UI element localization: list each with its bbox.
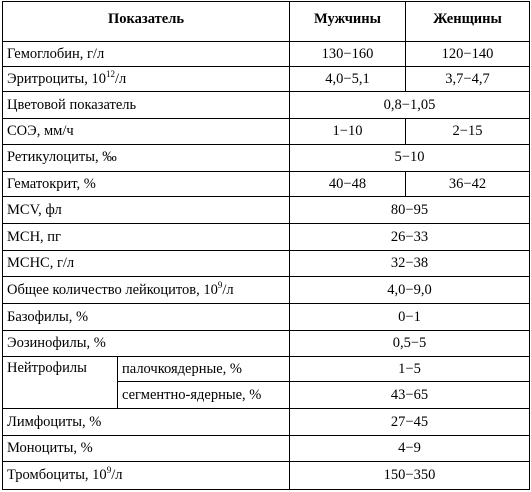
value-basophils: 0−1 bbox=[289, 302, 531, 331]
table-row-mch: MCH, пг 26−33 bbox=[1, 223, 531, 252]
label-mch: MCH, пг bbox=[1, 223, 291, 252]
value-hemoglobin-women: 120−140 bbox=[405, 41, 531, 68]
table-row-neutrophils-segmented: сегментно-ядерные, % 43−65 bbox=[3, 381, 531, 410]
table-row-monocytes: Моноциты, % 4−9 bbox=[1, 435, 531, 462]
label-reticulocytes: Ретикулоциты, ‰ bbox=[1, 143, 291, 172]
value-mch: 26−33 bbox=[289, 223, 531, 252]
value-eosinophils: 0,5−5 bbox=[289, 329, 531, 357]
label-platelets: Тромбоциты, 109/л bbox=[1, 461, 291, 490]
value-reticulocytes: 5−10 bbox=[289, 143, 531, 172]
label-color-index: Цветовой показатель bbox=[1, 90, 291, 119]
table-row-reticulocytes: Ретикулоциты, ‰ 5−10 bbox=[1, 143, 531, 172]
table-row-color-index: Цветовой показатель 0,8−1,05 bbox=[1, 90, 531, 119]
value-lymphocytes: 27−45 bbox=[289, 408, 531, 437]
value-monocytes: 4−9 bbox=[289, 435, 531, 462]
label-leukocytes-unit: /л bbox=[222, 281, 234, 298]
value-hematocrit-men: 40−48 bbox=[289, 170, 407, 198]
header-indicator: Показатель bbox=[1, 0, 291, 43]
label-erythrocytes: Эритроциты, 1012/л bbox=[1, 66, 291, 92]
label-hematocrit: Гематокрит, % bbox=[1, 170, 291, 198]
label-basophils: Базофилы, % bbox=[1, 302, 291, 331]
table-row-mchc: MCHC, г/л 32−38 bbox=[1, 250, 531, 277]
label-mcv: MCV, фл bbox=[1, 196, 291, 225]
label-monocytes: Моноциты, % bbox=[1, 435, 291, 462]
label-esr: СОЭ, мм/ч bbox=[1, 117, 291, 145]
value-color-index: 0,8−1,05 bbox=[289, 90, 531, 119]
label-eosinophils: Эозинофилы, % bbox=[1, 329, 291, 357]
table-row-neutrophils-band: Нейтрофилы палочкоядерные, % 1−5 bbox=[2, 355, 531, 410]
label-erythrocytes-text: Эритроциты, 10 bbox=[7, 70, 106, 87]
label-neutrophils-segmented: сегментно-ядерные, % bbox=[116, 381, 291, 410]
label-leukocytes-text: Общее количество лейкоцитов, 10 bbox=[7, 281, 218, 298]
value-hematocrit-women: 36−42 bbox=[405, 170, 531, 198]
table-row-mcv: MCV, фл 80−95 bbox=[1, 196, 531, 225]
label-platelets-exponent: 9 bbox=[106, 465, 112, 476]
label-neutrophils-band: палочкоядерные, % bbox=[116, 355, 291, 383]
label-platelets-unit: /л bbox=[111, 467, 123, 484]
table-row-lymphocytes: Лимфоциты, % 27−45 bbox=[1, 408, 531, 437]
value-hemoglobin-men: 130−160 bbox=[289, 41, 407, 68]
label-lymphocytes: Лимфоциты, % bbox=[1, 408, 291, 437]
value-leukocytes: 4,0−9,0 bbox=[289, 275, 531, 304]
table-row-basophils: Базофилы, % 0−1 bbox=[1, 302, 531, 331]
table-row-platelets: Тромбоциты, 109/л 150−350 bbox=[1, 461, 531, 490]
value-erythrocytes-men: 4,0−5,1 bbox=[289, 66, 407, 92]
table-row-erythrocytes: Эритроциты, 1012/л 4,0−5,1 3,7−4,7 bbox=[1, 66, 531, 92]
value-platelets: 150−350 bbox=[289, 461, 531, 490]
label-platelets-text: Тромбоциты, 10 bbox=[7, 467, 107, 484]
table-row-esr: СОЭ, мм/ч 1−10 2−15 bbox=[1, 117, 531, 145]
header-row: Показатель Мужчины Женщины bbox=[1, 0, 531, 43]
value-erythrocytes-women: 3,7−4,7 bbox=[405, 66, 531, 92]
table-row-hematocrit: Гематокрит, % 40−48 36−42 bbox=[1, 170, 531, 198]
label-erythrocytes-unit: /л bbox=[114, 70, 127, 87]
label-mchc: MCHC, г/л bbox=[1, 250, 291, 277]
label-hemoglobin: Гемоглобин, г/л bbox=[1, 41, 291, 68]
label-leukocytes: Общее количество лейкоцитов, 109/л bbox=[1, 275, 291, 304]
label-leukocytes-exponent: 9 bbox=[217, 279, 223, 290]
value-mcv: 80−95 bbox=[289, 196, 531, 225]
label-neutrophils: Нейтрофилы bbox=[2, 355, 118, 410]
value-esr-men: 1−10 bbox=[289, 117, 407, 145]
value-mchc: 32−38 bbox=[289, 250, 531, 277]
label-erythrocytes-exponent: 12 bbox=[105, 68, 115, 79]
value-neutrophils-segmented: 43−65 bbox=[289, 381, 531, 410]
header-women: Женщины bbox=[405, 0, 531, 43]
table-row-hemoglobin: Гемоглобин, г/л 130−160 120−140 bbox=[1, 41, 531, 68]
table-row-eosinophils: Эозинофилы, % 0,5−5 bbox=[1, 329, 531, 357]
table-row-leukocytes: Общее количество лейкоцитов, 109/л 4,0−9… bbox=[1, 275, 531, 304]
value-neutrophils-band: 1−5 bbox=[289, 355, 531, 383]
value-esr-women: 2−15 bbox=[405, 117, 531, 145]
header-men: Мужчины bbox=[289, 0, 407, 43]
